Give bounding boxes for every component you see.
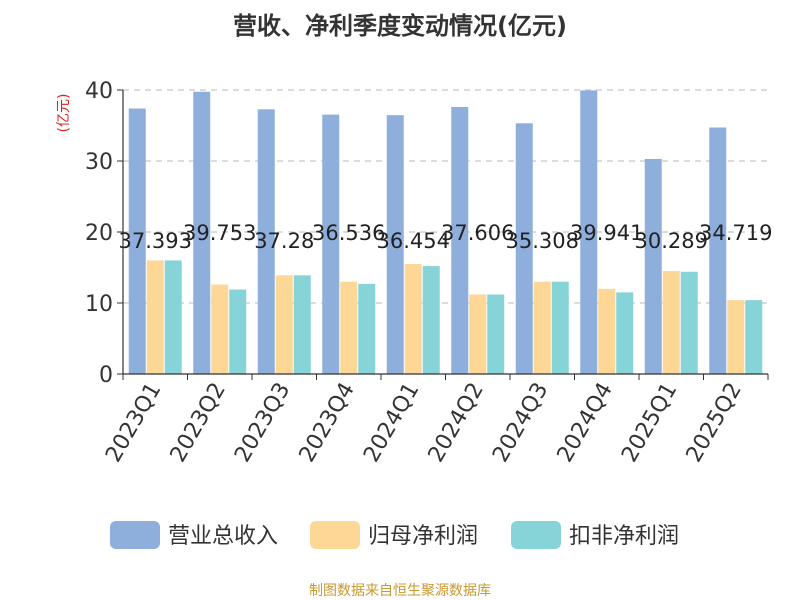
x-tick-label: 2024Q4 bbox=[553, 379, 618, 467]
bar-2023Q2-s2 bbox=[229, 289, 247, 374]
x-tick-label: 2025Q1 bbox=[617, 379, 682, 467]
bar-2023Q4-s2 bbox=[358, 283, 376, 374]
bar-2023Q1-s0 bbox=[128, 108, 146, 374]
y-tick-label: 10 bbox=[85, 292, 113, 317]
bar-2023Q3-s0 bbox=[257, 109, 275, 374]
value-label: 30.289 bbox=[635, 229, 708, 253]
bar-2024Q1-s1 bbox=[404, 263, 422, 374]
y-tick-label: 30 bbox=[85, 150, 113, 175]
x-tick-label: 2023Q3 bbox=[230, 379, 295, 467]
bar-2024Q2-s1 bbox=[469, 294, 487, 374]
bars bbox=[128, 90, 763, 375]
source-footnote: 制图数据来自恒生聚源数据库 bbox=[309, 583, 491, 599]
value-label: 39.753 bbox=[183, 221, 256, 245]
bar-2024Q1-s2 bbox=[422, 266, 440, 374]
value-label: 35.308 bbox=[506, 229, 579, 253]
x-tick-label: 2025Q2 bbox=[682, 379, 747, 467]
bar-2025Q1-s2 bbox=[680, 271, 698, 374]
x-tick-label: 2024Q1 bbox=[359, 379, 424, 467]
bar-2023Q3-s1 bbox=[275, 275, 293, 374]
bar-2023Q1-s2 bbox=[164, 260, 182, 374]
value-label: 39.941 bbox=[570, 221, 643, 245]
bar-2025Q2-s2 bbox=[745, 300, 763, 374]
bar-2025Q1-s0 bbox=[644, 158, 662, 374]
value-labels: 37.39339.75337.2836.53636.45437.60635.30… bbox=[119, 221, 773, 253]
bar-2025Q1-s1 bbox=[662, 271, 680, 374]
legend-swatch-s0 bbox=[110, 521, 160, 549]
bar-2023Q4-s0 bbox=[322, 114, 340, 375]
grid-lines bbox=[123, 89, 768, 304]
bar-2024Q3-s0 bbox=[515, 123, 533, 374]
x-tick-label: 2024Q3 bbox=[488, 379, 553, 467]
value-label: 36.454 bbox=[377, 229, 450, 253]
legend-label: 归母净利润 bbox=[368, 524, 478, 549]
bar-2024Q4-s2 bbox=[616, 292, 634, 374]
x-tick-label: 2023Q2 bbox=[166, 379, 231, 467]
chart-title: 营收、净利季度变动情况(亿元) bbox=[233, 12, 567, 40]
legend-label: 营业总收入 bbox=[168, 524, 278, 549]
bar-2024Q4-s1 bbox=[598, 288, 616, 374]
legend-swatch-s1 bbox=[310, 521, 360, 549]
bar-2023Q1-s1 bbox=[146, 260, 164, 374]
x-tick-label: 2023Q4 bbox=[295, 379, 360, 467]
y-tick-label: 20 bbox=[85, 221, 113, 246]
legend: 营业总收入 归母净利润 扣非净利润 bbox=[110, 521, 679, 549]
x-tick-label: 2024Q2 bbox=[424, 379, 489, 467]
bar-2023Q3-s2 bbox=[293, 275, 311, 374]
bar-2023Q2-s0 bbox=[193, 91, 211, 375]
y-tick-label: 40 bbox=[85, 79, 113, 104]
bar-2024Q2-s2 bbox=[487, 294, 505, 374]
value-label: 34.719 bbox=[699, 221, 772, 245]
value-label: 37.606 bbox=[441, 221, 514, 245]
bar-2023Q2-s1 bbox=[211, 284, 229, 374]
y-tick-label: 0 bbox=[99, 363, 113, 388]
legend-label: 扣非净利润 bbox=[569, 524, 679, 549]
bar-2024Q1-s0 bbox=[386, 115, 404, 374]
legend-swatch-s2 bbox=[511, 521, 561, 549]
x-tick-label: 2023Q1 bbox=[101, 379, 166, 467]
bar-2024Q4-s0 bbox=[580, 90, 598, 375]
value-label: 37.28 bbox=[254, 229, 314, 253]
bar-2024Q2-s0 bbox=[451, 106, 469, 374]
bar-2024Q3-s2 bbox=[551, 281, 569, 374]
bar-2023Q4-s1 bbox=[340, 281, 358, 374]
bar-2025Q2-s1 bbox=[727, 300, 745, 374]
value-label: 36.536 bbox=[312, 221, 385, 245]
y-axis-label: (亿元) bbox=[56, 94, 72, 133]
value-label: 37.393 bbox=[119, 229, 192, 253]
bar-2024Q3-s1 bbox=[533, 281, 551, 374]
bar-2025Q2-s0 bbox=[709, 127, 727, 374]
